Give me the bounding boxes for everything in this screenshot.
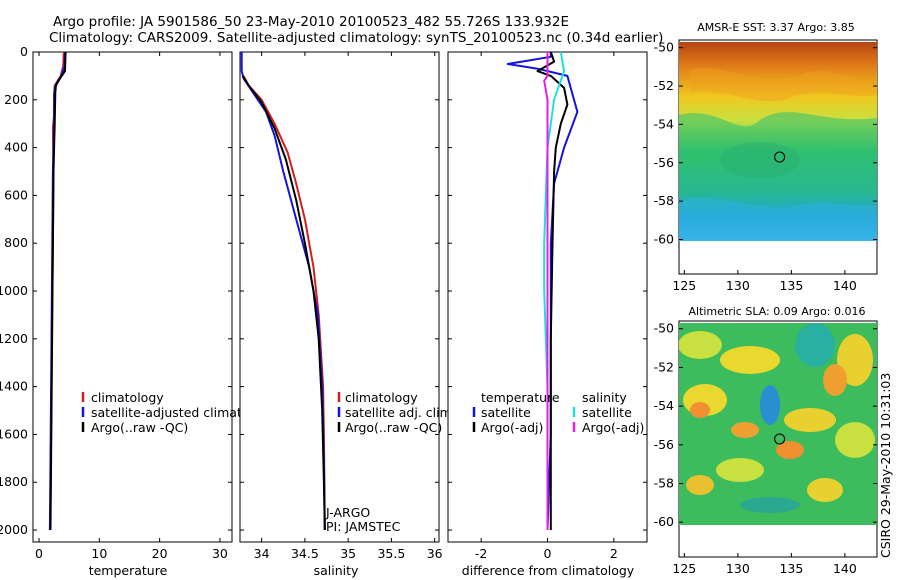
depth-tick-label: 600 [4, 187, 28, 202]
x-tick-label: -2 [475, 546, 487, 561]
side-caption: CSIRO 29-May-2010 10:31:03 [878, 373, 893, 558]
temperature-panel: 0 10 20 30 temperature climatology satellit… [32, 51, 277, 578]
x-tick-label: 20 [152, 546, 168, 561]
difference-panel: -2 0 2 difference from climatology tempera… [447, 51, 648, 578]
legend-label-satellite-adj: satellite adj. clim. [345, 405, 456, 420]
temperature-xlabel: temperature [89, 563, 168, 578]
map-x-tick-label: 140 [833, 561, 857, 576]
sla-argo-marker [774, 433, 786, 445]
map-x-tick-label: 125 [672, 561, 696, 576]
x-tick-label: 36 [427, 546, 443, 561]
legend-title-salinity: salinity [582, 390, 627, 405]
x-tick-label: 35 [340, 546, 356, 561]
header-line-2: Climatology: CARS2009. Satellite-adjuste… [49, 30, 663, 46]
depth-tick-label: 400 [4, 140, 28, 155]
sla-map-title: Altimetric SLA: 0.09 Argo: 0.016 [688, 305, 865, 318]
legend-label-satellite-adjusted: satellite-adjusted climatology [91, 405, 277, 420]
map-y-tick-label: -52 [654, 78, 674, 93]
sst-map-title: AMSR-E SST: 3.37 Argo: 3.85 [697, 21, 855, 34]
map-x-tick-label: 130 [726, 278, 750, 293]
depth-tick-label: 2000 [0, 522, 28, 537]
map-x-tick-label: 135 [779, 278, 803, 293]
series-line-temperature-argo-adj [536, 51, 569, 530]
annotation-program: J-ARGO [325, 505, 370, 520]
depth-tick-label: 1400 [0, 379, 28, 394]
legend-label-sal-satellite: satellite [582, 405, 632, 420]
legend-label-climatology: climatology [345, 390, 418, 405]
x-tick-label: 0 [544, 546, 552, 561]
sst-field [679, 42, 877, 241]
salinity-axes-frame [239, 51, 440, 543]
legend-label-temp-satellite: satellite [481, 405, 531, 420]
legend-label-climatology: climatology [91, 390, 164, 405]
sla-map-panel: Altimetric SLA: 0.09 Argo: 0.016 -50 -52 -… [654, 305, 878, 576]
series-line-salinity-argo-adj [543, 52, 549, 530]
depth-tick-label: 1800 [0, 474, 28, 489]
x-tick-label: 10 [91, 546, 107, 561]
sst-map-panel: AMSR-E SST: 3.37 Argo: 3.85 -50 -52 -54 -56… [654, 21, 878, 293]
series-line-argo-raw-qc [241, 75, 326, 531]
temperature-axes-frame [32, 51, 233, 543]
map-y-tick-label: -54 [654, 116, 674, 131]
x-tick-label: 34.5 [291, 546, 319, 561]
depth-tick-label: 0 [20, 44, 28, 59]
difference-legend: temperature satellite Argo(-adj) salinit… [472, 390, 644, 435]
depth-tick-label: 1000 [0, 283, 28, 298]
map-x-tick-label: 140 [833, 278, 857, 293]
header-line-1: Argo profile: JA 5901586_50 23-May-2010 … [53, 14, 569, 30]
depth-tick-label: 1600 [0, 426, 28, 441]
x-tick-label: 2 [610, 546, 618, 561]
salinity-legend: climatology satellite adj. clim. Argo(..… [337, 390, 456, 435]
depth-tick-label: 200 [4, 92, 28, 107]
depth-axis-labels: 0 200 400 600 800 1000 1200 1400 1600 1800 2000 [0, 44, 28, 537]
x-tick-label: 35.5 [377, 546, 405, 561]
salinity-panel: 34 34.5 35 35.5 36 salinity climatology sate… [239, 51, 456, 578]
legend-label-sal-argo: Argo(-adj) [582, 420, 644, 435]
legend-label-argo: Argo(..raw -QC) [345, 420, 442, 435]
map-y-tick-label: -60 [654, 231, 674, 246]
sst-argo-marker [774, 151, 786, 163]
depth-tick-label: 800 [4, 235, 28, 250]
x-tick-label: 0 [35, 546, 43, 561]
map-y-tick-label: -52 [654, 359, 674, 374]
map-y-tick-label: -58 [654, 193, 674, 208]
map-x-tick-label: 125 [672, 278, 696, 293]
difference-xlabel: difference from climatology [462, 563, 635, 578]
depth-tick-label: 1200 [0, 331, 28, 346]
map-y-tick-label: -54 [654, 398, 674, 413]
map-x-tick-label: 130 [726, 561, 750, 576]
salinity-xlabel: salinity [314, 563, 359, 578]
map-y-tick-label: -58 [654, 475, 674, 490]
annotation-pi: PI: JAMSTEC [326, 519, 401, 534]
x-tick-label: 30 [212, 546, 228, 561]
map-y-tick-label: -56 [654, 437, 674, 452]
series-line-argo-raw-qc [49, 51, 67, 531]
x-tick-label: 34 [254, 546, 270, 561]
map-y-tick-label: -50 [654, 40, 674, 55]
map-y-tick-label: -56 [654, 155, 674, 170]
map-x-tick-label: 135 [779, 561, 803, 576]
map-y-tick-label: -50 [654, 321, 674, 336]
map-y-tick-label: -60 [654, 514, 674, 529]
sla-field [679, 323, 877, 525]
legend-title-temperature: temperature [481, 390, 560, 405]
legend-label-argo: Argo(..raw -QC) [91, 420, 188, 435]
temperature-legend: climatology satellite-adjusted climatolo… [81, 390, 277, 435]
legend-label-temp-argo: Argo(-adj) [481, 420, 543, 435]
